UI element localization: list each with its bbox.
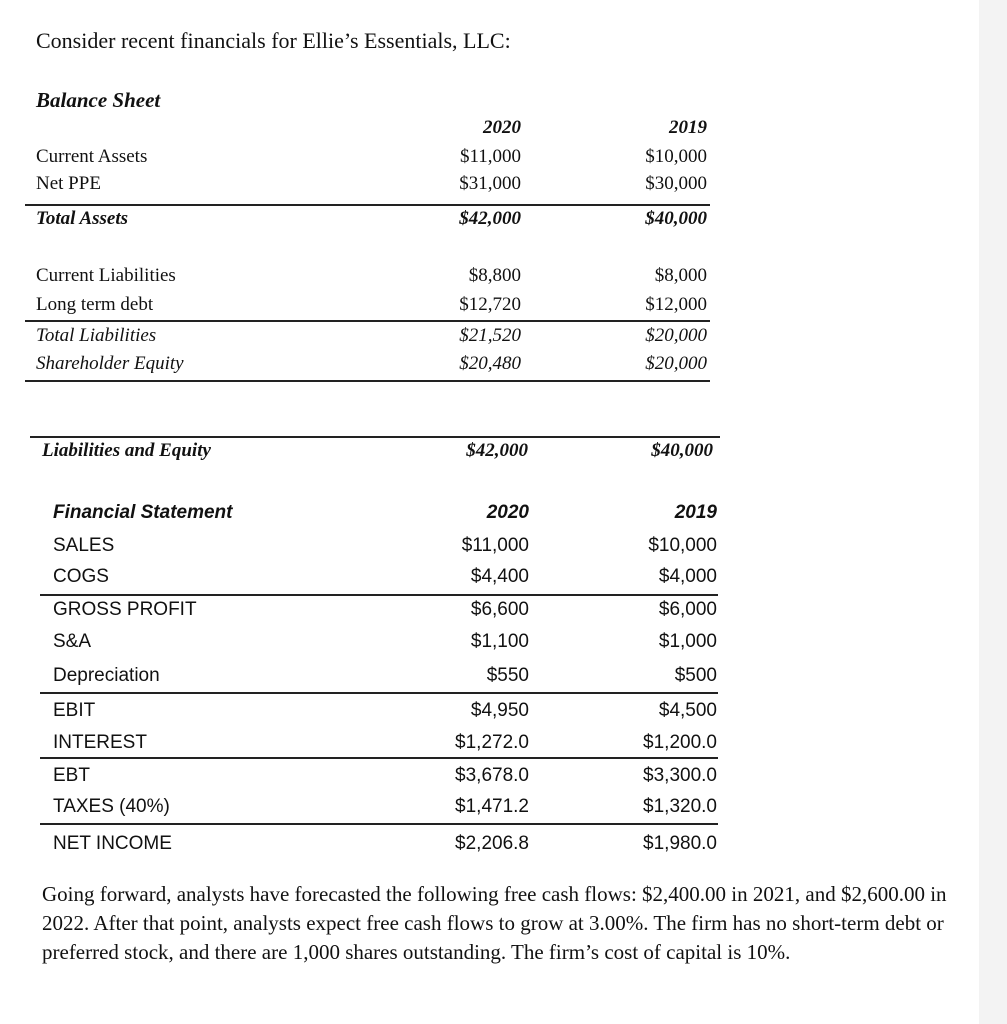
value-2020: $8,800	[468, 265, 521, 286]
value-2020: $42,000	[466, 440, 528, 461]
value-2019: $10,000	[648, 535, 717, 556]
value-2019: $10,000	[645, 146, 707, 167]
value-2020: $1,100	[470, 631, 529, 652]
value-2019: $500	[674, 665, 717, 686]
value-2019: $1,320.0	[643, 796, 717, 817]
row-label: SALES	[53, 535, 115, 556]
row-label: COGS	[53, 566, 109, 587]
value-2019: $1,980.0	[643, 833, 717, 854]
balance-sheet-title: Balance Sheet	[36, 88, 161, 112]
value-2019: $12,000	[645, 294, 707, 315]
value-2020: $1,471.2	[455, 796, 529, 817]
value-2020: $3,678.0	[455, 765, 529, 786]
financial-statement-title: Financial Statement	[53, 502, 233, 523]
value-2020: $2,206.8	[455, 833, 529, 854]
year-header-2020: 2020	[486, 502, 529, 523]
divider	[25, 380, 710, 382]
row-label: Total Assets	[36, 208, 129, 229]
row-label: Current Liabilities	[36, 265, 176, 286]
year-header-2020: 2020	[483, 117, 521, 138]
divider	[25, 320, 710, 322]
row-label: Long term debt	[36, 294, 154, 315]
value-2019: $1,000	[658, 631, 717, 652]
value-2019: $3,300.0	[643, 765, 717, 786]
value-2019: $30,000	[645, 173, 707, 194]
row-label: S&A	[53, 631, 92, 652]
divider	[40, 594, 718, 596]
value-2020: $1,272.0	[455, 732, 529, 753]
divider	[40, 823, 718, 825]
row-label: INTEREST	[53, 732, 147, 753]
row-label: Depreciation	[53, 665, 160, 686]
row-label: Current Assets	[36, 146, 148, 167]
value-2020: $4,400	[470, 566, 529, 587]
divider	[30, 436, 720, 438]
value-2019: $40,000	[645, 208, 707, 229]
row-label: EBT	[53, 765, 90, 786]
value-2020: $31,000	[459, 173, 521, 194]
row-label: TAXES (40%)	[53, 796, 170, 817]
value-2020: $11,000	[459, 146, 521, 167]
value-2019: $1,200.0	[643, 732, 717, 753]
row-label: Total Liabilities	[36, 325, 157, 346]
value-2020: $550	[486, 665, 529, 686]
value-2020: $6,600	[470, 599, 529, 620]
value-2019: $4,000	[658, 566, 717, 587]
year-header-2019: 2019	[669, 117, 707, 138]
row-label: Net PPE	[36, 173, 101, 194]
divider	[40, 692, 718, 694]
value-2019: $8,000	[654, 265, 707, 286]
forecast-paragraph: Going forward, analysts have forecasted …	[42, 882, 947, 964]
row-label: EBIT	[53, 700, 96, 721]
divider	[25, 204, 710, 206]
value-2020: $4,950	[470, 700, 529, 721]
page-margin	[979, 0, 1007, 1024]
value-2019: $40,000	[651, 440, 713, 461]
row-label: GROSS PROFIT	[53, 599, 197, 620]
value-2020: $21,520	[459, 325, 521, 346]
year-header-2019: 2019	[674, 502, 717, 523]
value-2019: $6,000	[658, 599, 717, 620]
value-2020: $20,480	[459, 353, 521, 374]
value-2019: $4,500	[658, 700, 717, 721]
value-2019: $20,000	[645, 325, 707, 346]
value-2020: $42,000	[459, 208, 521, 229]
divider	[40, 757, 718, 759]
row-label: Liabilities and Equity	[42, 440, 211, 461]
intro-text: Consider recent financials for Ellie’s E…	[36, 28, 511, 53]
value-2020: $12,720	[459, 294, 521, 315]
row-label: Shareholder Equity	[36, 353, 184, 374]
value-2020: $11,000	[461, 535, 529, 556]
value-2019: $20,000	[645, 353, 707, 374]
row-label: NET INCOME	[53, 833, 172, 854]
